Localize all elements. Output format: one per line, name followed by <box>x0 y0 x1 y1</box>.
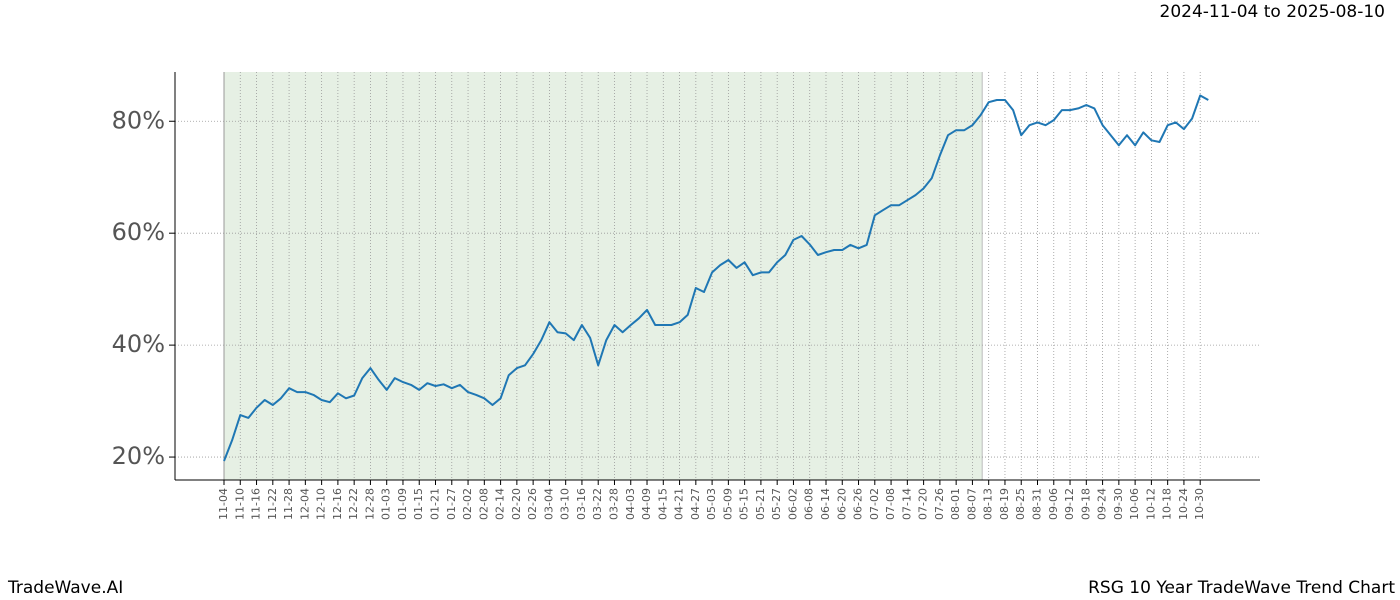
x-tick-label: 02-08 <box>477 488 490 520</box>
x-tick-label: 02-14 <box>494 488 507 520</box>
x-tick-label: 06-02 <box>786 488 799 520</box>
x-tick-label: 12-28 <box>363 488 376 520</box>
y-tick-label: 60% <box>112 218 165 246</box>
x-tick-label: 03-22 <box>591 488 604 520</box>
x-tick-label: 10-12 <box>1144 488 1157 520</box>
x-tick-label: 06-08 <box>803 488 816 520</box>
x-tick-label: 04-21 <box>673 488 686 520</box>
x-tick-label: 11-04 <box>217 488 230 520</box>
trend-line <box>223 94 1209 462</box>
x-tick-label: 03-10 <box>559 488 572 520</box>
y-tick-label: 20% <box>112 442 165 470</box>
x-tick-label: 10-24 <box>1177 488 1190 520</box>
x-tick-label: 04-09 <box>640 488 653 520</box>
x-tick-label: 11-28 <box>282 488 295 520</box>
x-tick-label: 11-10 <box>233 488 246 520</box>
x-tick-label: 10-06 <box>1128 488 1141 520</box>
x-tick-label: 11-22 <box>266 488 279 520</box>
x-tick-label: 09-30 <box>1112 488 1125 520</box>
x-tick-label: 05-03 <box>705 488 718 520</box>
x-tick-label: 05-27 <box>770 488 783 520</box>
x-tick-label: 09-06 <box>1047 488 1060 520</box>
chart-title: RSG 10 Year TradeWave Trend Chart <box>1088 578 1395 598</box>
x-tick-label: 08-13 <box>982 488 995 520</box>
x-tick-label: 07-26 <box>933 488 946 520</box>
y-tick-label: 40% <box>112 330 165 358</box>
x-tick-label: 12-10 <box>315 488 328 520</box>
x-tick-label: 01-15 <box>412 488 425 520</box>
x-tick-label: 09-18 <box>1079 488 1092 520</box>
x-tick-label: 12-22 <box>347 488 360 520</box>
x-tick-label: 09-12 <box>1063 488 1076 520</box>
x-tick-label: 11-16 <box>250 488 263 520</box>
x-tick-label: 07-20 <box>917 488 930 520</box>
x-tick-label: 10-18 <box>1161 488 1174 520</box>
x-tick-label: 06-20 <box>835 488 848 520</box>
x-tick-label: 02-20 <box>510 488 523 520</box>
x-tick-label: 05-09 <box>721 488 734 520</box>
x-tick-label: 08-07 <box>965 488 978 520</box>
x-tick-label: 05-15 <box>738 488 751 520</box>
x-tick-label: 08-19 <box>998 488 1011 520</box>
x-tick-label: 09-24 <box>1096 488 1109 520</box>
x-tick-label: 03-16 <box>575 488 588 520</box>
x-tick-label: 08-31 <box>1031 488 1044 520</box>
brand: TradeWave.AI <box>7 578 123 598</box>
highlight-region <box>224 72 983 480</box>
x-tick-label: 01-03 <box>380 488 393 520</box>
date-range: 2024-11-04 to 2025-08-10 <box>1160 2 1385 22</box>
x-tick-label: 06-14 <box>819 488 832 520</box>
x-tick-label: 07-14 <box>900 488 913 520</box>
x-tick-label: 08-25 <box>1014 488 1027 520</box>
x-tick-label: 03-04 <box>542 488 555 520</box>
x-tick-label: 07-02 <box>868 488 881 520</box>
y-tick-label: 80% <box>112 106 165 134</box>
x-tick-label: 10-30 <box>1193 488 1206 520</box>
x-tick-label: 02-26 <box>526 488 539 520</box>
x-tick-label: 04-27 <box>689 488 702 520</box>
x-tick-label: 08-01 <box>949 488 962 520</box>
x-tick-label: 01-27 <box>445 488 458 520</box>
x-tick-label: 07-08 <box>884 488 897 520</box>
x-tick-label: 06-26 <box>852 488 865 520</box>
x-tick-label: 04-15 <box>656 488 669 520</box>
x-tick-label: 12-04 <box>298 488 311 520</box>
x-tick-label: 12-16 <box>331 488 344 520</box>
x-tick-label: 03-28 <box>607 488 620 520</box>
x-tick-label: 02-02 <box>461 488 474 520</box>
x-tick-label: 04-03 <box>624 488 637 520</box>
x-tick-label: 01-21 <box>429 488 442 520</box>
x-tick-label: 05-21 <box>754 488 767 520</box>
x-tick-label: 01-09 <box>396 488 409 520</box>
